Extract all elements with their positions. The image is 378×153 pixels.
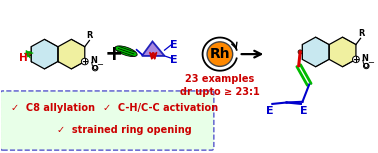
Text: +: + [353,55,359,64]
Ellipse shape [115,46,137,57]
Text: E: E [300,106,307,116]
Circle shape [364,63,369,69]
Polygon shape [31,39,58,69]
Text: +: + [104,44,123,64]
Text: H: H [19,53,28,63]
Text: O: O [92,65,98,71]
Text: N: N [361,54,368,63]
Polygon shape [302,37,329,67]
Text: −: − [367,58,374,67]
Text: R: R [87,31,93,40]
Polygon shape [329,37,356,67]
FancyBboxPatch shape [0,91,214,150]
Text: 23 examples
dr upto ≥ 23:1: 23 examples dr upto ≥ 23:1 [180,74,260,97]
Circle shape [92,65,98,71]
Polygon shape [142,41,164,56]
Circle shape [81,58,88,65]
Text: Rh: Rh [209,47,230,61]
Polygon shape [58,39,85,69]
Text: +: + [81,57,88,66]
Text: −: − [96,60,103,69]
Text: N: N [90,56,97,65]
Text: O: O [363,63,369,69]
Circle shape [298,50,302,54]
Circle shape [353,56,359,63]
Text: R: R [358,29,364,38]
Text: E: E [170,54,178,65]
Text: ✓  C8 allylation: ✓ C8 allylation [11,103,95,113]
Text: E: E [266,106,274,116]
Text: ✓  strained ring opening: ✓ strained ring opening [57,125,192,135]
Circle shape [207,42,233,66]
Circle shape [27,52,31,56]
Text: ✓  C-H/C-C activation: ✓ C-H/C-C activation [103,103,218,113]
Text: E: E [170,40,178,50]
